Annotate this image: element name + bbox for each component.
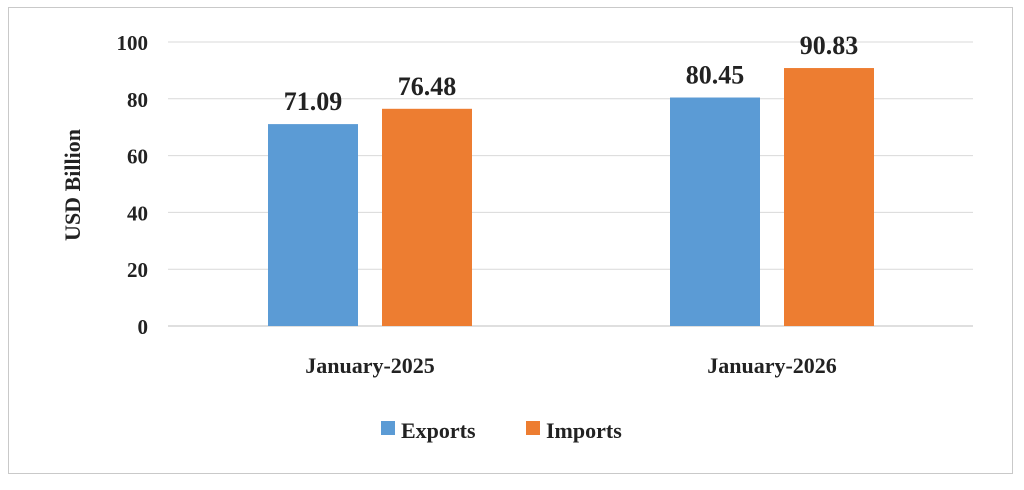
- legend-label-imports: Imports: [546, 418, 622, 443]
- y-axis-title: USD Billion: [60, 129, 85, 241]
- y-tick-label-80: 80: [127, 88, 148, 112]
- legend-swatch-exports: [381, 421, 395, 435]
- bar-imports-1: [382, 109, 472, 326]
- x-category-label-2: January-2026: [707, 353, 837, 378]
- x-category-label-1: January-2025: [305, 353, 435, 378]
- legend-label-exports: Exports: [401, 418, 476, 443]
- y-axis-ticks: 0 20 40 60 80 100: [117, 31, 149, 339]
- bar-exports-2: [670, 98, 760, 326]
- y-tick-label-60: 60: [127, 145, 148, 169]
- data-labels: 71.09 76.48 80.45 90.83: [284, 31, 859, 116]
- bar-imports-2: [784, 68, 874, 326]
- legend: Exports Imports: [381, 418, 622, 443]
- y-tick-label-20: 20: [127, 258, 148, 282]
- data-label-imports-2: 90.83: [800, 31, 859, 60]
- y-tick-label-40: 40: [127, 201, 148, 225]
- y-tick-label-0: 0: [138, 315, 149, 339]
- x-axis-categories: January-2025 January-2026: [305, 353, 837, 378]
- legend-swatch-imports: [526, 421, 540, 435]
- bars: [268, 68, 874, 326]
- bar-exports-1: [268, 124, 358, 326]
- data-label-exports-2: 80.45: [686, 61, 745, 90]
- data-label-exports-1: 71.09: [284, 87, 343, 116]
- y-tick-label-100: 100: [117, 31, 149, 55]
- data-label-imports-1: 76.48: [398, 72, 457, 101]
